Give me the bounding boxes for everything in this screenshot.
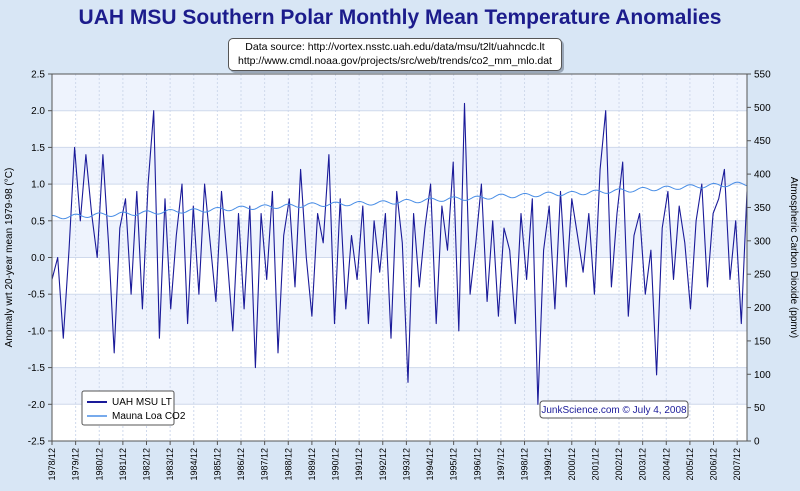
y-tick-label: -0.5 <box>28 290 46 301</box>
y2-tick-label: 350 <box>754 203 771 214</box>
y-tick-label: 2.5 <box>31 70 45 81</box>
plot-frame <box>51 73 748 442</box>
x-axis-ticks: 1978/12 1979/12 1980/12 1981/12 1982/12 1983/… <box>47 441 742 481</box>
x-tick-label: 2007/12 <box>732 448 742 481</box>
y-tick-label: -2.5 <box>28 437 46 448</box>
x-tick-label: 2004/12 <box>661 448 671 481</box>
y-tick-label: 0.0 <box>31 253 45 264</box>
y2-tick-label: 150 <box>754 336 771 347</box>
y-tick-label: 2.0 <box>31 106 45 117</box>
y2-tick-label: 300 <box>754 236 771 247</box>
y2-tick-label: 400 <box>754 170 771 181</box>
x-tick-label: 2006/12 <box>709 448 719 481</box>
data-source-line-1: Data source: http://vortex.nsstc.uah.edu… <box>245 41 545 53</box>
y2-tick-label: 550 <box>754 70 771 81</box>
y-tick-label: 0.5 <box>31 216 45 227</box>
plot-band <box>52 74 747 111</box>
y2-axis-ticks: 0 50 100 150 200 250 300 350 400 450 500 550 <box>747 70 771 448</box>
x-tick-label: 1993/12 <box>401 448 411 481</box>
x-tick-label: 1978/12 <box>47 448 57 481</box>
y2-tick-label: 200 <box>754 303 771 314</box>
y-axis-ticks: -2.5 -2.0 -1.5 -1.0 -0.5 0.0 0.5 1.0 1.5 2.0 2.5 <box>28 70 52 448</box>
x-tick-label: 1980/12 <box>94 448 104 481</box>
x-tick-label: 2003/12 <box>638 448 648 481</box>
x-tick-label: 1996/12 <box>472 448 482 481</box>
x-tick-label: 1999/12 <box>543 448 553 481</box>
x-tick-label: 1982/12 <box>142 448 152 481</box>
x-tick-label: 2005/12 <box>685 448 695 481</box>
x-tick-label: 1995/12 <box>449 448 459 481</box>
y2-axis-label: Atmospheric Carbon Dioxide (ppmv) <box>788 177 799 338</box>
chart-title: UAH MSU Southern Polar Monthly Mean Temp… <box>78 6 722 29</box>
plot-area <box>52 74 747 441</box>
data-source-box: Data source: http://vortex.nsstc.uah.edu… <box>228 38 562 71</box>
gridlines <box>51 73 747 442</box>
x-tick-label: 1989/12 <box>307 448 317 481</box>
y2-tick-label: 100 <box>754 370 771 381</box>
x-tick-label: 2000/12 <box>567 448 577 481</box>
data-source-line-2: http://www.cmdl.noaa.gov/projects/src/we… <box>238 55 552 67</box>
plot-background <box>52 74 747 441</box>
x-tick-label: 1987/12 <box>260 448 270 481</box>
x-tick-label: 1983/12 <box>165 448 175 481</box>
legend-label-co2: Mauna Loa CO2 <box>112 411 186 422</box>
series-line-temperature <box>51 102 748 405</box>
y-tick-label: 1.0 <box>31 180 45 191</box>
x-tick-label: 2002/12 <box>614 448 624 481</box>
y-tick-label: -1.0 <box>28 326 46 337</box>
x-tick-label: 1994/12 <box>425 448 435 481</box>
y2-tick-label: 500 <box>754 103 771 114</box>
x-tick-label: 1997/12 <box>496 448 506 481</box>
x-tick-label: 1990/12 <box>331 448 341 481</box>
x-tick-label: 1985/12 <box>212 448 222 481</box>
series-temperature <box>51 102 748 405</box>
y2-tick-label: 50 <box>754 403 766 414</box>
x-tick-label: 1991/12 <box>354 448 364 481</box>
x-tick-label: 1992/12 <box>378 448 388 481</box>
credit-box: JunkScience.com © July 4, 2008 <box>539 400 689 419</box>
y2-tick-label: 0 <box>754 437 760 448</box>
x-tick-label: 1984/12 <box>189 448 199 481</box>
legend-label-temp: UAH MSU LT <box>112 397 172 408</box>
series-co2 <box>51 181 748 220</box>
plot-band <box>52 367 747 405</box>
x-tick-label: 1981/12 <box>118 448 128 481</box>
legend: UAH MSU LT Mauna Loa CO2 <box>81 390 186 426</box>
plot-band <box>52 220 747 258</box>
x-tick-label: 1988/12 <box>283 448 293 481</box>
y-tick-label: 1.5 <box>31 143 45 154</box>
y-tick-label: -1.5 <box>28 363 46 374</box>
x-tick-label: 2001/12 <box>590 448 600 481</box>
x-tick-label: 1979/12 <box>71 448 81 481</box>
y2-tick-label: 450 <box>754 136 771 147</box>
axes <box>51 73 748 442</box>
series-line-co2 <box>51 181 748 220</box>
plot-band <box>52 294 747 331</box>
y2-tick-label: 250 <box>754 270 771 281</box>
y-tick-label: -2.0 <box>28 400 46 411</box>
x-tick-label: 1986/12 <box>236 448 246 481</box>
x-tick-label: 1998/12 <box>520 448 530 481</box>
plot-band <box>52 147 747 185</box>
y-axis-label: Anomaly wrt 20-year mean 1979-98 (°C) <box>4 168 15 348</box>
credit-text: JunkScience.com © July 4, 2008 <box>541 405 687 416</box>
